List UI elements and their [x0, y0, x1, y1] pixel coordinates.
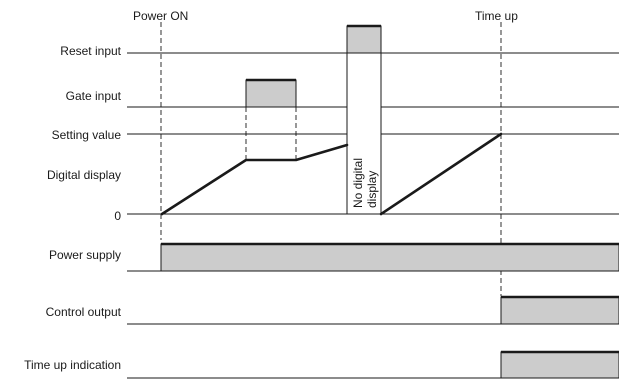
gate-input-label: Gate input [66, 89, 122, 103]
time-up-indication-label: Time up indication [24, 358, 121, 372]
reset-input-label: Reset input [60, 44, 121, 58]
power-supply-level [160, 243, 619, 272]
power-on-label: Power ON [133, 9, 188, 23]
display-trace-segment-2 [379, 132, 503, 216]
no-display-text-1: No digital [351, 158, 365, 208]
digital-display-label: Digital display [47, 168, 121, 182]
control-output-label: Control output [46, 305, 122, 319]
control-output-level [500, 296, 619, 325]
reset-input-pulse [346, 25, 382, 54]
no-display-window [346, 52, 382, 215]
display-trace-segment-1 [160, 143, 349, 216]
power-supply-label: Power supply [49, 248, 121, 262]
time-up-label: Time up [475, 9, 518, 23]
setting-value-label: Setting value [52, 128, 122, 142]
no-display-text-2: display [365, 171, 379, 208]
time-up-indication-level [500, 351, 619, 379]
zero-label: 0 [114, 209, 121, 223]
gate-input-pulse [245, 79, 297, 108]
